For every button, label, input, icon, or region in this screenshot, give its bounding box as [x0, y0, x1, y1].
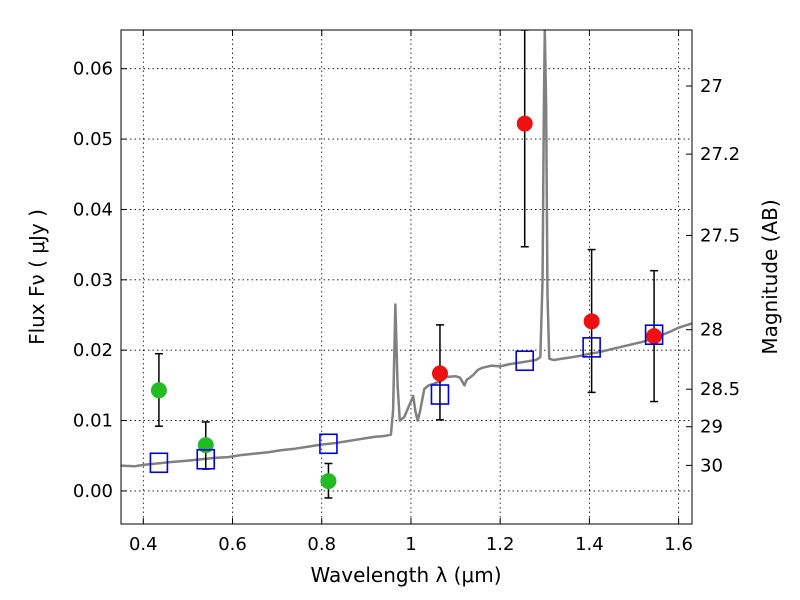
model-point	[430, 384, 450, 405]
y-axis-label: Flux Fν ( μJy )	[25, 209, 49, 345]
x-tick-label: 1.4	[575, 534, 604, 555]
y-tick-label: 0.03	[73, 270, 113, 291]
model-point	[644, 324, 664, 346]
mag-tick-label: 28	[700, 320, 723, 341]
data-point	[583, 313, 600, 330]
model-point	[582, 337, 601, 358]
data-point	[197, 437, 214, 454]
data-point	[320, 473, 337, 490]
x-tick-label: 0.6	[218, 534, 247, 555]
mag-tick-label: 30	[700, 455, 723, 476]
data-point	[431, 365, 448, 382]
right-axis-label: Magnitude (AB)	[758, 199, 782, 354]
y-tick-label: 0.06	[73, 59, 113, 80]
plot-frame	[120, 29, 693, 525]
data-point	[150, 382, 167, 399]
plot-content	[121, 30, 692, 499]
x-axis-label: Wavelength λ (μm)	[310, 563, 501, 587]
x-tick-label: 1.2	[486, 534, 515, 555]
axes: 0.4 0.6 0.8 1 1.2 1.4 1.6 0.00 0.01 0.02 0.03 0.04 0…	[73, 30, 740, 555]
x-tick-label: 0.8	[307, 534, 336, 555]
mag-tick-label: 27	[700, 76, 723, 97]
data-point	[646, 328, 663, 345]
x-tick-label: 0.4	[129, 534, 158, 555]
x-tick-label: 1.6	[664, 534, 693, 555]
grid	[121, 30, 692, 524]
y-tick-label: 0.00	[73, 481, 113, 502]
mag-tick-label: 27.5	[700, 225, 740, 246]
y-tick-label: 0.05	[73, 129, 113, 150]
model-point	[319, 433, 338, 455]
model-point	[149, 452, 169, 474]
mag-tick-label: 29	[700, 417, 723, 438]
y-tick-label: 0.01	[73, 411, 113, 432]
plot-area	[121, 30, 692, 524]
data-point	[516, 115, 533, 132]
model-point	[515, 350, 535, 372]
mag-tick-label: 27.2	[700, 144, 740, 165]
y-tick-label: 0.04	[73, 199, 113, 220]
mag-tick-label: 28.5	[700, 379, 740, 400]
y-tick-label: 0.02	[73, 340, 113, 361]
model-point	[196, 448, 216, 470]
x-tick-label: 1	[405, 534, 416, 555]
